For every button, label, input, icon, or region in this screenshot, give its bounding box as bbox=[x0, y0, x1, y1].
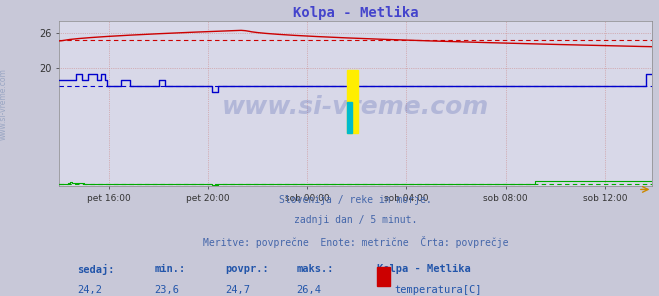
Text: maks.:: maks.: bbox=[297, 264, 334, 274]
Bar bbox=[377, 291, 389, 296]
Text: sedaj:: sedaj: bbox=[77, 264, 115, 275]
Text: Kolpa - Metlika: Kolpa - Metlika bbox=[377, 264, 471, 274]
Text: www.si-vreme.com: www.si-vreme.com bbox=[222, 95, 490, 119]
Text: temperatura[C]: temperatura[C] bbox=[394, 285, 482, 295]
Bar bbox=[347, 70, 358, 133]
Text: 26,4: 26,4 bbox=[297, 285, 322, 295]
Bar bbox=[347, 102, 353, 133]
Text: povpr.:: povpr.: bbox=[225, 264, 269, 274]
Title: Kolpa - Metlika: Kolpa - Metlika bbox=[293, 5, 418, 20]
Text: 24,2: 24,2 bbox=[77, 285, 102, 295]
Text: www.si-vreme.com: www.si-vreme.com bbox=[0, 68, 8, 139]
Bar bbox=[377, 267, 389, 286]
Text: zadnji dan / 5 minut.: zadnji dan / 5 minut. bbox=[294, 215, 418, 226]
Text: Meritve: povprečne  Enote: metrične  Črta: povprečje: Meritve: povprečne Enote: metrične Črta:… bbox=[203, 236, 509, 248]
Text: 24,7: 24,7 bbox=[225, 285, 250, 295]
Text: 23,6: 23,6 bbox=[154, 285, 179, 295]
Text: min.:: min.: bbox=[154, 264, 185, 274]
Text: Slovenija / reke in morje.: Slovenija / reke in morje. bbox=[279, 195, 432, 205]
